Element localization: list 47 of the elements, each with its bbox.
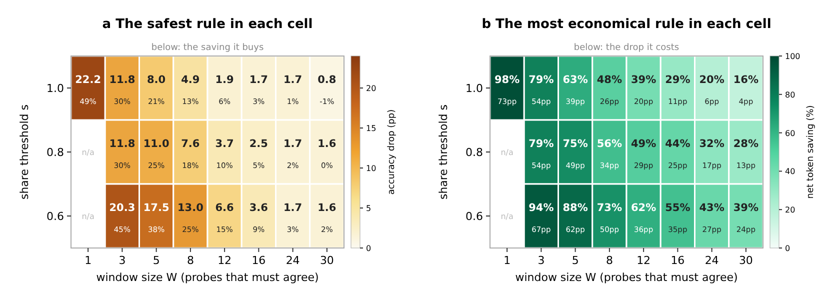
color-bar-label: 0 xyxy=(785,244,790,253)
chart-subtitle: below: the drop it costs xyxy=(574,43,680,53)
x-tick-label: 24 xyxy=(286,254,300,267)
color-bar-title: accuracy drop (pp) xyxy=(387,109,397,195)
y-axis-title: share threshold s xyxy=(437,104,450,200)
chart-title: a The safest rule in each cell xyxy=(102,17,313,32)
x-tick-label: 16 xyxy=(670,254,685,267)
text: n/a xyxy=(500,148,514,157)
color-bar-label: 0 xyxy=(366,244,372,253)
color-bar-label: 5 xyxy=(366,204,372,213)
color-bar-label: 80 xyxy=(785,90,796,100)
x-tick-label: 1 xyxy=(84,254,92,267)
color-bar-label: 100 xyxy=(785,52,800,61)
x-tick-label: 12 xyxy=(636,254,651,267)
x-tick-label: 12 xyxy=(218,254,232,267)
y-axis-title: share threshold s xyxy=(18,104,31,200)
y-tick-label: 0.8 xyxy=(46,146,64,159)
x-tick-label: 30 xyxy=(738,254,753,267)
x-axis-title: window size W (probes that must agree) xyxy=(515,271,738,284)
color-bar-label: 10 xyxy=(366,164,376,173)
x-tick-label: 8 xyxy=(606,254,613,267)
x-tick-label: 30 xyxy=(320,254,334,267)
text: n/a xyxy=(82,148,94,157)
x-tick-label: 5 xyxy=(572,254,579,267)
y-tick-label: 1.0 xyxy=(46,82,64,95)
chart-title: b The most economical rule in each cell xyxy=(482,17,772,32)
x-tick-label: 16 xyxy=(252,254,266,267)
x-tick-label: 8 xyxy=(186,254,194,267)
y-tick-label: 0.8 xyxy=(466,146,483,159)
x-tick-label: 24 xyxy=(704,254,719,267)
x-tick-label: 1 xyxy=(504,254,511,267)
color-bar-label: 20 xyxy=(785,206,796,215)
x-tick-label: 5 xyxy=(152,254,160,267)
x-axis-title: window size W (probes that must agree) xyxy=(96,271,319,284)
color-bar-label: 60 xyxy=(785,128,796,138)
x-tick-label: 3 xyxy=(118,254,126,267)
text: n/a xyxy=(500,212,514,221)
chart-subtitle: below: the saving it buys xyxy=(151,43,264,53)
text: n/a xyxy=(82,212,94,221)
color-bar-label: 40 xyxy=(785,167,796,176)
y-tick-label: 0.6 xyxy=(466,210,483,223)
color-bar-label: 15 xyxy=(366,124,376,133)
x-tick-label: 3 xyxy=(538,254,545,267)
color-bar-label: 20 xyxy=(366,84,376,93)
y-tick-label: 1.0 xyxy=(466,82,483,95)
y-tick-label: 0.6 xyxy=(46,210,64,223)
color-bar-title: net token saving (%) xyxy=(806,105,816,199)
